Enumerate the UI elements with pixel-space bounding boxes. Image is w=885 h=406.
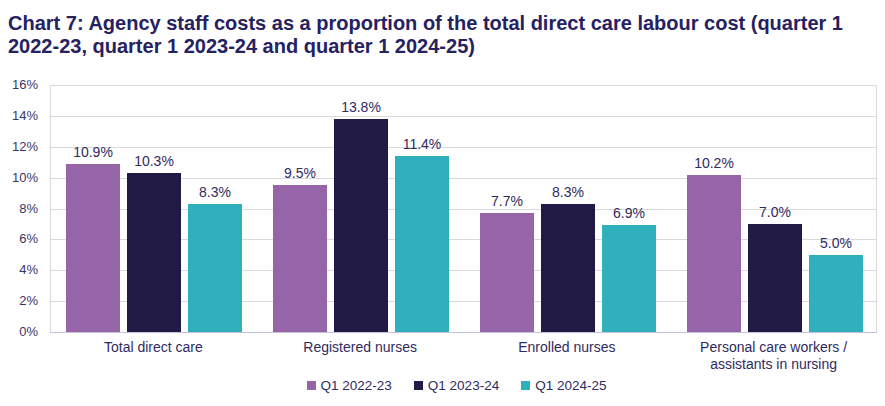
legend-swatch-icon (521, 381, 530, 390)
chart-7-figure: Chart 7: Agency staff costs as a proport… (0, 0, 885, 406)
bar-q1-2022-23 (687, 175, 741, 332)
data-label: 13.8% (316, 99, 406, 115)
y-axis-line (50, 85, 51, 332)
plot-area: 10.9%10.3%8.3%9.5%13.8%11.4%7.7%8.3%6.9%… (50, 85, 877, 332)
legend-item: Q1 2024-25 (521, 378, 606, 393)
legend-label: Q1 2024-25 (535, 378, 606, 393)
data-label: 8.3% (523, 184, 613, 200)
data-label: 8.3% (170, 184, 260, 200)
data-label: 5.0% (791, 235, 881, 251)
bar-q1-2024-25 (188, 204, 242, 332)
legend-label: Q1 2022-23 (321, 378, 392, 393)
y-tick-label: 16% (0, 77, 38, 92)
bar-q1-2024-25 (809, 255, 863, 332)
x-axis-line (50, 332, 877, 333)
category-label: Registered nurses (260, 339, 460, 356)
y-tick-label: 10% (0, 170, 38, 185)
y-tick-label: 6% (0, 231, 38, 246)
chart-title: Chart 7: Agency staff costs as a proport… (8, 12, 870, 58)
legend: Q1 2022-23 Q1 2023-24 Q1 2024-25 (14, 378, 885, 393)
data-label: 10.2% (669, 155, 759, 171)
legend-label: Q1 2023-24 (428, 378, 499, 393)
gridline (50, 85, 877, 86)
category-label: Enrolled nurses (467, 339, 667, 356)
y-tick-label: 0% (0, 324, 38, 339)
plot-right-border (876, 85, 877, 332)
bar-q1-2022-23 (66, 164, 120, 332)
bar-q1-2024-25 (395, 156, 449, 332)
data-label: 9.5% (255, 165, 345, 181)
legend-swatch-icon (307, 381, 316, 390)
y-tick-label: 2% (0, 293, 38, 308)
y-tick-label: 12% (0, 139, 38, 154)
data-label: 7.0% (730, 204, 820, 220)
category-label: Total direct care (53, 339, 253, 356)
y-tick-label: 14% (0, 108, 38, 123)
y-tick-label: 4% (0, 262, 38, 277)
bar-q1-2024-25 (602, 225, 656, 332)
bar-q1-2022-23 (273, 185, 327, 332)
legend-item: Q1 2023-24 (414, 378, 499, 393)
data-label: 10.3% (109, 153, 199, 169)
category-label: Personal care workers / assistants in nu… (674, 339, 874, 373)
bar-q1-2022-23 (480, 213, 534, 332)
data-label: 11.4% (377, 136, 467, 152)
data-label: 6.9% (584, 205, 674, 221)
gridline (50, 116, 877, 117)
legend-swatch-icon (414, 381, 423, 390)
bar-q1-2023-24 (541, 204, 595, 332)
legend-item: Q1 2022-23 (307, 378, 392, 393)
y-tick-label: 8% (0, 201, 38, 216)
